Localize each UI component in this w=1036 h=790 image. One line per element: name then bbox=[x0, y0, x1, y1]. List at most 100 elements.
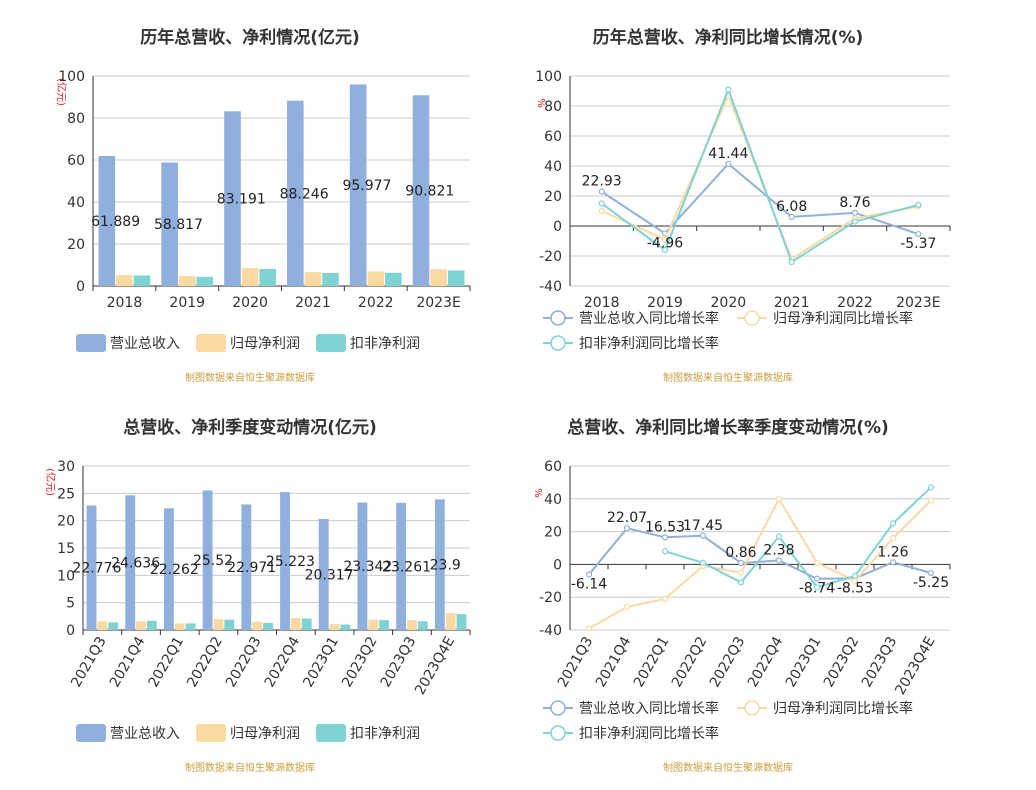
x-tick-label: 2022Q2 bbox=[184, 634, 226, 690]
x-tick-label: 2023Q3 bbox=[378, 634, 420, 690]
y-tick-label: 80 bbox=[67, 111, 85, 127]
line-data-label: 22.07 bbox=[607, 510, 647, 526]
x-tick-label: 2022Q1 bbox=[146, 634, 188, 690]
bar-3-2023Q2 bbox=[379, 620, 390, 630]
data-source-note: 制图数据来自恒生聚源数据库 bbox=[185, 371, 315, 384]
bar-3-2022Q4 bbox=[301, 618, 312, 630]
y-tick-label: 40 bbox=[544, 492, 562, 508]
x-tick-label: 2022Q3 bbox=[223, 634, 265, 690]
series-point-1 bbox=[775, 557, 783, 564]
legend-swatch-3 bbox=[316, 724, 346, 742]
line-data-label: 2.38 bbox=[763, 542, 794, 558]
line-data-label: 41.44 bbox=[708, 146, 748, 162]
series-point-2 bbox=[598, 207, 605, 215]
legend-label-2: 归母净利润同比增长率 bbox=[773, 700, 913, 717]
legend-swatch-2 bbox=[196, 334, 226, 352]
series-point-2 bbox=[585, 625, 593, 632]
line-data-label: -8.53 bbox=[837, 580, 873, 596]
bar-2-2022Q4 bbox=[290, 617, 301, 630]
legend-label-3: 扣非净利润同比增长率 bbox=[579, 335, 719, 352]
series-point-2 bbox=[889, 535, 897, 542]
bar-3-2022Q3 bbox=[263, 622, 273, 630]
chart-title: 历年总营收、净利同比增长情况(%) bbox=[593, 27, 864, 48]
series-point-2 bbox=[623, 603, 631, 611]
line-data-label: -8.74 bbox=[799, 581, 835, 597]
y-tick-label: -20 bbox=[539, 590, 562, 606]
y-tick-label: -20 bbox=[539, 249, 562, 265]
bar-1-2023Q3 bbox=[396, 502, 407, 630]
bar-3-2021Q4 bbox=[146, 620, 157, 630]
series-point-2 bbox=[775, 495, 783, 502]
chart-panel-3: 总营收、净利季度变动情况(亿元)(亿元)0510152025302021Q320… bbox=[44, 417, 471, 774]
x-tick-label: 2022Q2 bbox=[669, 634, 711, 690]
legend-label-1: 营业总收入 bbox=[110, 336, 180, 352]
x-tick-label: 2023E bbox=[896, 295, 940, 311]
series-point-1 bbox=[737, 559, 745, 567]
data-source-note: 制图数据来自恒生聚源数据库 bbox=[185, 761, 315, 774]
y-tick-label: 15 bbox=[57, 541, 75, 557]
series-point-2 bbox=[737, 569, 745, 576]
line-data-label: 16.53 bbox=[645, 519, 685, 535]
x-tick-label: 2022Q3 bbox=[707, 634, 749, 690]
legend-swatch-3 bbox=[316, 334, 346, 352]
series-point-3 bbox=[851, 218, 859, 225]
x-tick-label: 2023Q1 bbox=[300, 634, 342, 690]
bar-data-label: 24.636 bbox=[111, 556, 160, 572]
series-point-3 bbox=[725, 86, 732, 93]
line-data-label: -6.14 bbox=[571, 576, 607, 592]
bar-2-2018 bbox=[116, 275, 133, 286]
bar-data-label: 22.262 bbox=[150, 562, 199, 578]
x-tick-label: 2019 bbox=[169, 295, 205, 311]
x-tick-label: 2019 bbox=[647, 295, 683, 311]
series-point-2 bbox=[661, 595, 669, 602]
bar-1-2019 bbox=[161, 162, 178, 286]
y-tick-label: 20 bbox=[67, 237, 85, 253]
bar-1-2022 bbox=[349, 84, 367, 286]
line-data-label: 22.93 bbox=[582, 174, 622, 190]
bar-2-2021 bbox=[304, 272, 322, 286]
series-point-1 bbox=[851, 209, 859, 216]
bar-data-label: 83.191 bbox=[217, 192, 266, 208]
bar-3-2022Q1 bbox=[185, 623, 196, 630]
series-point-1 bbox=[598, 188, 605, 195]
y-tick-label: 0 bbox=[66, 623, 75, 639]
legend-label-3: 扣非净利润 bbox=[350, 726, 420, 742]
legend-marker-1 bbox=[550, 310, 566, 326]
series-point-3 bbox=[889, 520, 897, 527]
bar-data-label: 23.9 bbox=[430, 558, 461, 574]
y-tick-label: 100 bbox=[535, 69, 562, 85]
series-point-3 bbox=[915, 201, 922, 209]
y-tick-label: 40 bbox=[67, 195, 85, 211]
bar-1-2021Q3 bbox=[86, 505, 97, 630]
x-tick-label: 2022Q4 bbox=[262, 634, 304, 690]
bar-3-2022 bbox=[385, 272, 402, 286]
x-tick-label: 2022 bbox=[837, 295, 873, 311]
y-axis-unit: % bbox=[535, 98, 546, 108]
bar-3-2021 bbox=[322, 272, 339, 286]
bar-2-2023Q4E bbox=[445, 613, 456, 630]
series-line-1 bbox=[588, 527, 932, 580]
series-point-1 bbox=[788, 213, 795, 220]
series-point-3 bbox=[661, 246, 669, 254]
series-point-3 bbox=[813, 584, 821, 591]
x-tick-label: 2023Q1 bbox=[783, 634, 825, 690]
bar-3-2022Q2 bbox=[224, 619, 235, 630]
bar-3-2023Q1 bbox=[340, 624, 351, 630]
bar-1-2018 bbox=[98, 156, 116, 286]
line-data-label: 1.26 bbox=[877, 544, 908, 560]
bar-1-2021Q4 bbox=[125, 495, 136, 630]
y-tick-label: 30 bbox=[57, 459, 75, 475]
y-tick-label: 25 bbox=[57, 486, 75, 502]
y-tick-label: 60 bbox=[544, 459, 562, 475]
bar-1-2023E bbox=[412, 95, 430, 286]
series-point-1 bbox=[725, 160, 732, 167]
y-tick-label: -40 bbox=[539, 279, 562, 295]
series-point-3 bbox=[851, 572, 859, 579]
line-data-label: 17.45 bbox=[683, 518, 723, 534]
legend-label-1: 营业总收入 bbox=[110, 726, 180, 742]
series-point-3 bbox=[598, 200, 605, 207]
bar-data-label: 23.342 bbox=[343, 559, 392, 575]
bar-data-label: 22.971 bbox=[227, 560, 276, 576]
bar-data-label: 20.317 bbox=[305, 567, 354, 583]
